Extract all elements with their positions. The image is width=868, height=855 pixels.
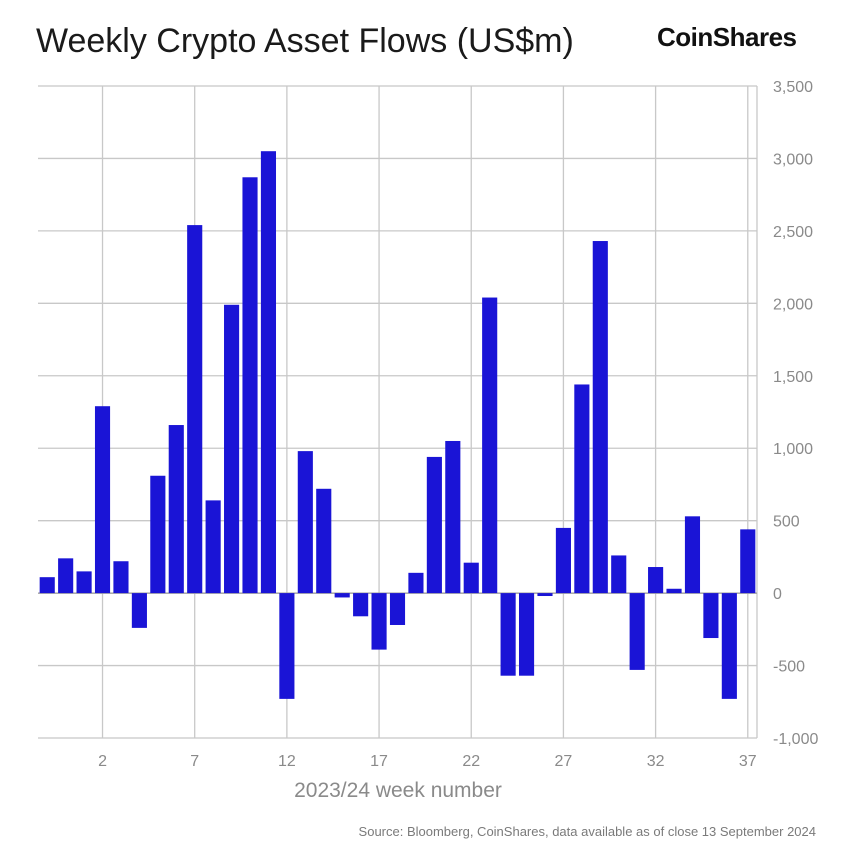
bar-week-26 [537,593,553,597]
bar-week-18 [389,593,406,625]
y-tick-label: 500 [773,514,800,531]
bar-week-19 [408,572,424,594]
y-axis-ticks: -1,000 -500 0 500 1,000 1,500 2,000 2,500 3,000 3… [773,79,818,748]
bar-week-0 [58,558,74,594]
y-tick-label: -500 [773,659,805,676]
x-tick-label: 17 [370,753,388,770]
bar-week-22 [463,562,479,594]
bar-week-27 [555,527,571,594]
bar-week-14 [316,488,332,594]
bar-week-24 [500,593,516,676]
y-tick-label: 1,000 [773,441,813,458]
bar-week-20 [426,456,442,594]
x-tick-label: 2 [98,753,107,770]
bar-week-37 [740,529,756,594]
bar-week-4 [131,593,147,628]
bar-week-13 [297,451,313,594]
bar-week-23 [482,297,498,594]
bar-week-16 [353,593,369,617]
bar-week-15 [334,593,350,598]
y-tick-label: 2,000 [773,296,813,313]
bar-week-21 [445,440,461,594]
bar-week-7 [187,225,203,594]
coinshares-logo: CoinShares [657,22,797,52]
bar-week-5 [150,475,166,594]
bar-week-8 [205,500,221,594]
bar-week-30 [611,555,627,594]
bar-week-9 [224,304,240,594]
bar-week-28 [574,384,590,594]
y-tick-label: 1,500 [773,369,813,386]
bar-week-10 [242,177,258,594]
bar-week-3 [113,561,129,594]
y-tick-label: 0 [773,586,782,603]
x-tick-label: 7 [190,753,199,770]
x-tick-label: 32 [647,753,665,770]
chart-title: Weekly Crypto Asset Flows (US$m) [36,22,574,60]
x-tick-label: 12 [278,753,296,770]
bar-week-12 [279,593,295,699]
x-axis-label: 2023/24 week number [294,779,502,802]
bar-week-36 [721,593,737,699]
y-tick-label: 3,500 [773,79,813,96]
bars [39,151,756,699]
bar-week-31 [629,593,645,670]
bar-week--1 [39,577,55,594]
bar-week-25 [518,593,535,676]
y-tick-label: -1,000 [773,731,818,748]
x-tick-label: 27 [555,753,573,770]
source-note: Source: Bloomberg, CoinShares, data avai… [358,824,816,839]
bar-week-6 [168,425,184,594]
bar-week-11 [260,151,277,594]
bar-week-32 [648,567,664,594]
bar-week-33 [666,588,682,594]
y-tick-label: 2,500 [773,224,813,241]
bar-week-1 [76,571,92,594]
bar-week-17 [371,593,387,650]
bar-week-35 [703,593,719,639]
y-tick-label: 3,000 [773,151,813,168]
bar-week-29 [592,241,608,594]
x-tick-label: 37 [739,753,757,770]
gridlines [38,85,758,739]
x-tick-label: 22 [462,753,480,770]
x-axis-ticks: 2 7 12 17 22 27 32 37 [98,753,757,770]
bar-week-2 [94,406,111,594]
bar-week-34 [684,516,701,594]
